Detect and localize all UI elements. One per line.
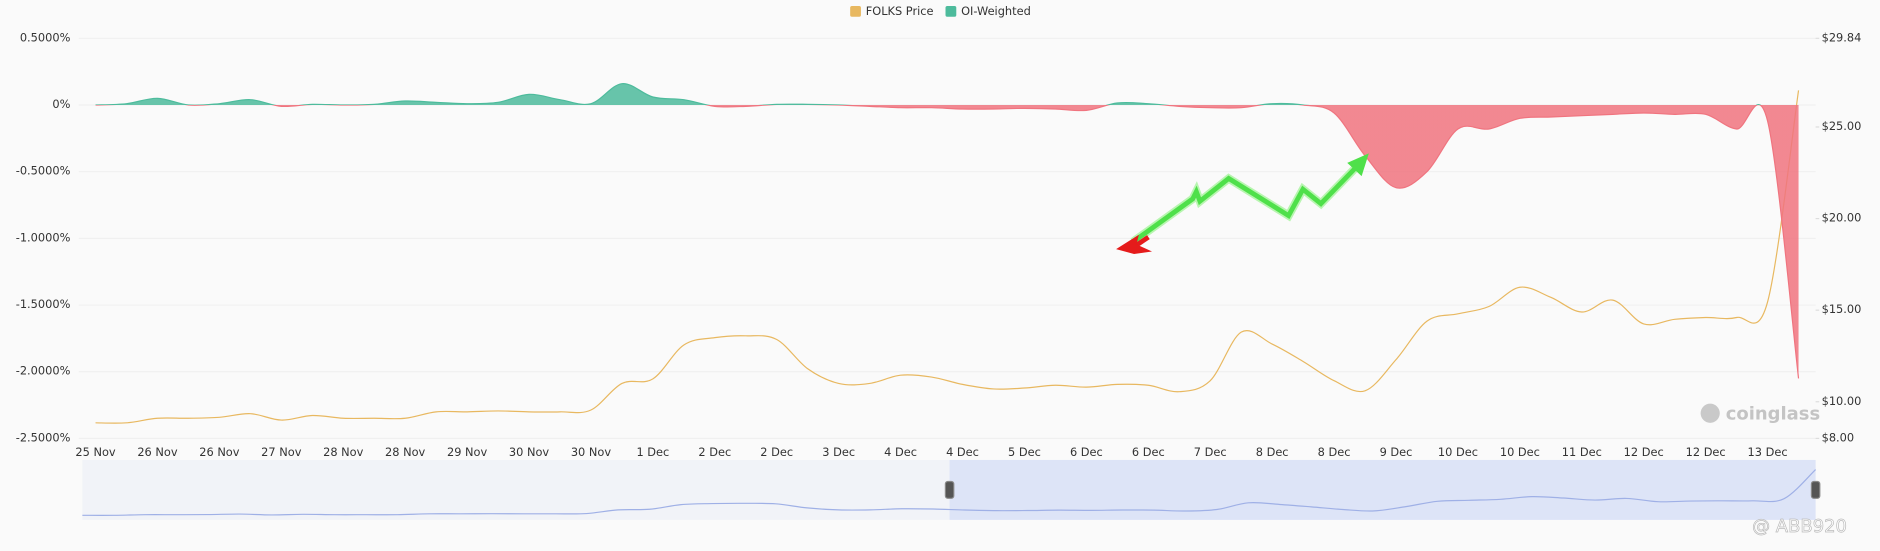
y2-tick-label: $8.00 [1822,430,1855,444]
x-tick-label: 27 Nov [261,445,302,459]
green-arrowhead [1347,153,1369,177]
x-tick-label: 6 Dec [1070,445,1103,459]
x-tick-label: 5 Dec [1008,445,1041,459]
x-tick-label: 13 Dec [1748,445,1788,459]
logo-icon [1700,403,1720,423]
x-tick-label: 26 Nov [137,445,178,459]
legend-swatch [850,5,861,17]
navigator-handle [1810,480,1821,499]
x-tick-label: 8 Dec [1256,445,1289,459]
x-tick-label: 2 Dec [698,445,731,459]
funding-area [95,83,1799,379]
green-arrow [1131,164,1359,244]
y2-tick-label: $29.84 [1822,30,1862,44]
y2-tick-label: $20.00 [1822,211,1862,225]
x-tick-label: 8 Dec [1318,445,1351,459]
navigator-handle [944,480,955,499]
legend-label: FOLKS Price [866,4,934,18]
y-tick-label: -1.0000% [16,230,71,244]
x-tick-label: 4 Dec [946,445,979,459]
funding-line [95,83,1800,379]
y2-tick-label: $10.00 [1822,394,1862,408]
x-tick-label: 30 Nov [509,445,550,459]
x-tick-label: 28 Nov [385,445,426,459]
x-tick-label: 10 Dec [1438,445,1478,459]
red-arrowhead [1116,234,1153,254]
x-tick-label: 7 Dec [1194,445,1227,459]
watermark: coinglass [1726,403,1820,424]
navigator-line [82,469,1817,516]
x-tick-label: 11 Dec [1562,445,1602,459]
x-tick-label: 12 Dec [1686,445,1726,459]
navigator [82,459,1821,520]
watermark-logo [1700,403,1720,423]
y-tick-label: 0.5000% [20,30,71,44]
x-tick-label: 29 Nov [447,445,488,459]
y2-tick-label: $25.00 [1822,119,1862,133]
x-tick-label: 30 Nov [571,445,612,459]
y-tick-label: -1.5000% [16,297,71,311]
x-tick-label: 25 Nov [75,445,116,459]
x-tick-label: 1 Dec [636,445,669,459]
x-tick-label: 28 Nov [323,445,364,459]
legend-swatch [945,5,957,17]
y-tick-label: -2.0000% [16,364,71,378]
y-tick-label: -0.5000% [16,164,71,178]
legend-label: OI-Weighted [961,4,1031,18]
x-tick-label: 2 Dec [760,445,793,459]
x-tick-label: 3 Dec [822,445,855,459]
x-tick-label: 12 Dec [1624,445,1664,459]
credit: @ ABB920 [1752,516,1847,537]
y-tick-label: -2.5000% [16,430,71,444]
price-line [95,90,1800,424]
x-tick-label: 10 Dec [1500,445,1540,459]
plot [95,83,1800,424]
y2-tick-label: $15.00 [1822,302,1862,316]
x-tick-label: 6 Dec [1132,445,1165,459]
x-tick-label: 4 Dec [884,445,917,459]
x-tick-label: 9 Dec [1380,445,1413,459]
annotation-arrows [1116,153,1369,254]
y-tick-label: 0% [52,97,70,111]
x-tick-label: 26 Nov [199,445,240,459]
